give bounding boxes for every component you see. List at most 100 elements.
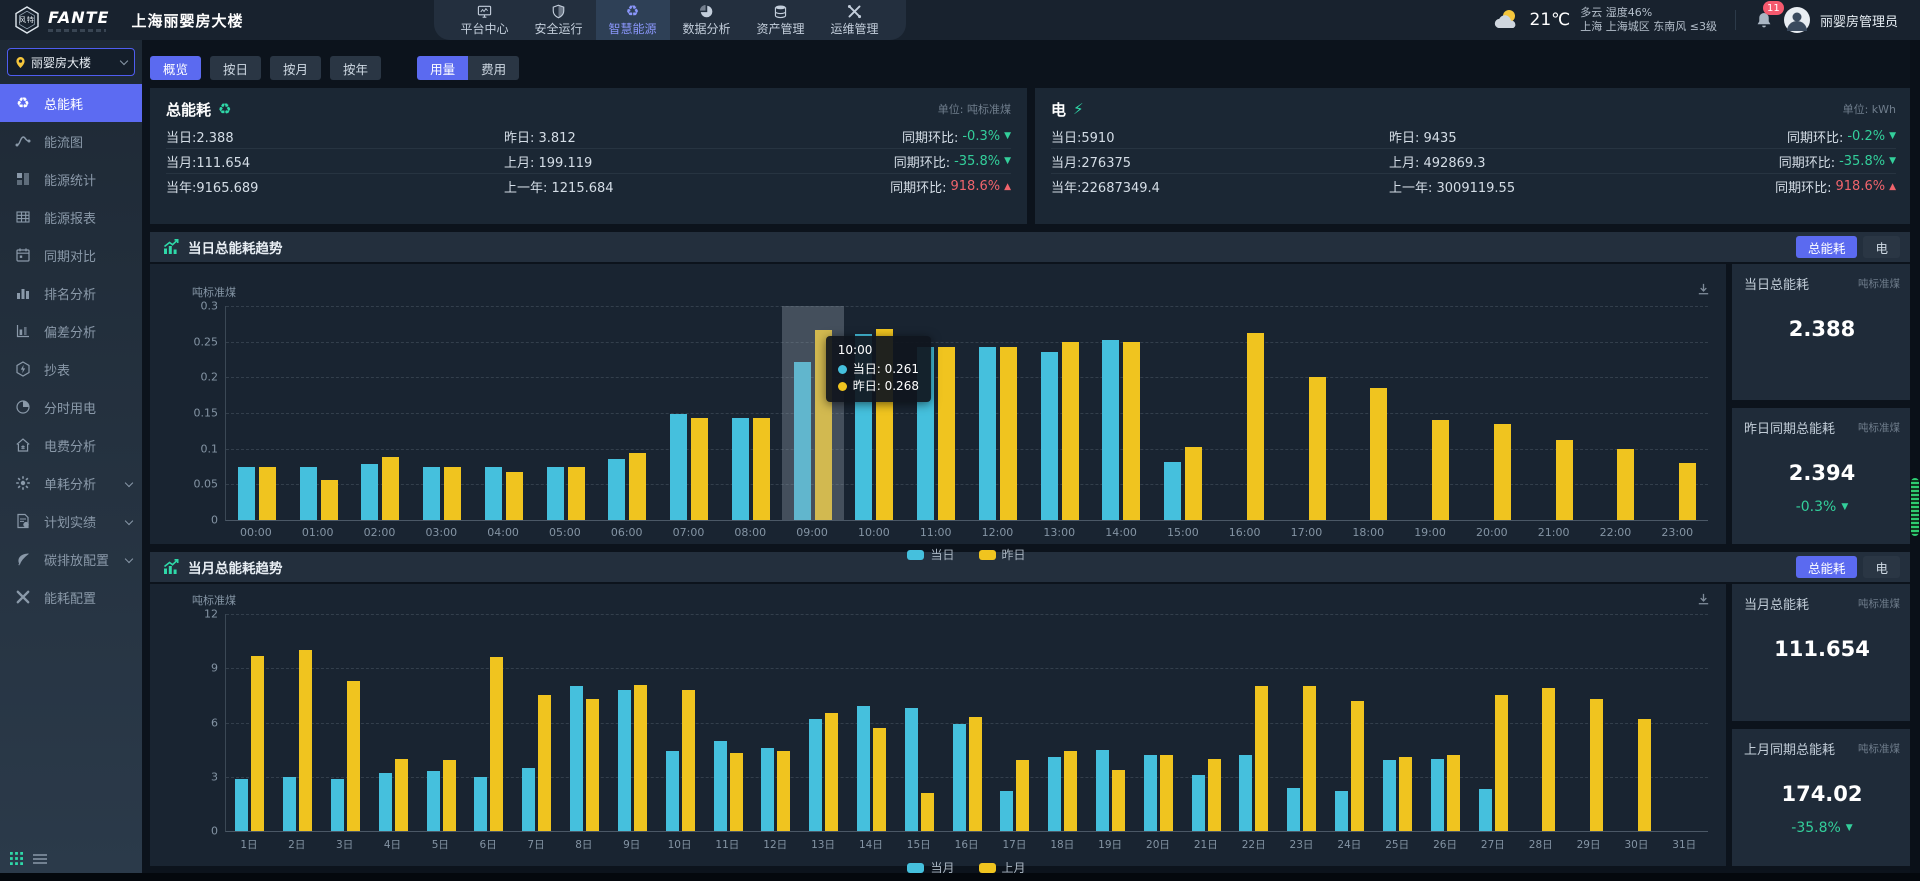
bar-上月-18日[interactable]	[1064, 751, 1078, 831]
sidebar-item-4[interactable]: 同期对比	[0, 236, 142, 274]
bar-当月-9日[interactable]	[617, 689, 631, 831]
tab-period-0[interactable]: 概览	[150, 56, 202, 80]
bar-当月-23日[interactable]	[1287, 787, 1301, 831]
bar-上月-8日[interactable]	[586, 699, 600, 831]
bar-昨日-21:00[interactable]	[1555, 440, 1573, 520]
tab-period-2[interactable]: 按月	[270, 56, 322, 80]
sidebar-item-6[interactable]: 偏差分析	[0, 312, 142, 350]
chart-toggle-0[interactable]: 总能耗	[1795, 556, 1858, 578]
bar-当月-3日[interactable]	[331, 778, 345, 831]
nav-item-5[interactable]: 运维管理	[818, 0, 892, 40]
sidebar-item-5[interactable]: 排名分析	[0, 274, 142, 312]
nav-item-4[interactable]: 资产管理	[744, 0, 818, 40]
nav-item-2[interactable]: ♻ 智慧能源	[595, 0, 670, 40]
bar-昨日-02:00[interactable]	[382, 456, 400, 520]
notifications-button[interactable]: 11	[1754, 1, 1784, 30]
download-icon[interactable]	[1696, 282, 1712, 298]
bar-昨日-12:00[interactable]	[999, 346, 1017, 520]
bar-上月-19日[interactable]	[1112, 769, 1126, 831]
chart-toggle-1[interactable]: 电	[1863, 556, 1900, 578]
bar-当月-18日[interactable]	[1048, 756, 1062, 831]
bar-当日-04:00[interactable]	[484, 466, 502, 520]
bar-当日-09:00[interactable]	[793, 361, 811, 520]
bar-当月-19日[interactable]	[1096, 749, 1110, 831]
bar-当月-12日[interactable]	[761, 747, 775, 831]
nav-item-3[interactable]: 数据分析	[670, 0, 744, 40]
bar-上月-6日[interactable]	[490, 657, 504, 831]
tab-mode-1[interactable]: 费用	[468, 56, 520, 80]
scrollbar-track[interactable]	[1910, 40, 1920, 873]
chart-toggle-0[interactable]: 总能耗	[1795, 236, 1858, 258]
bar-当月-24日[interactable]	[1335, 791, 1349, 831]
bar-上月-25日[interactable]	[1398, 756, 1412, 831]
bar-昨日-06:00[interactable]	[629, 452, 647, 520]
bar-昨日-20:00[interactable]	[1493, 423, 1511, 520]
avatar[interactable]	[1783, 7, 1810, 33]
bar-当日-06:00[interactable]	[608, 458, 626, 520]
scrollbar-thumb[interactable]	[1911, 478, 1919, 536]
bar-上月-3日[interactable]	[347, 680, 361, 831]
sidebar-item-13[interactable]: 能耗配置	[0, 578, 142, 616]
bar-昨日-17:00[interactable]	[1308, 377, 1326, 520]
bar-昨日-04:00[interactable]	[505, 471, 523, 520]
tab-mode-0[interactable]: 用量	[417, 56, 469, 80]
nav-item-0[interactable]: 平台中心	[448, 0, 522, 40]
sidebar-item-11[interactable]: 计划实绩	[0, 502, 142, 540]
bar-当月-17日[interactable]	[1000, 791, 1014, 831]
list-icon[interactable]	[33, 853, 47, 865]
sidebar-item-8[interactable]: 分时用电	[0, 388, 142, 426]
bar-当月-11日[interactable]	[713, 740, 727, 831]
sidebar-item-2[interactable]: 能源统计	[0, 160, 142, 198]
bar-上月-28日[interactable]	[1542, 688, 1556, 831]
bar-昨日-05:00[interactable]	[567, 466, 585, 520]
bar-上月-13日[interactable]	[825, 713, 839, 831]
bar-昨日-22:00[interactable]	[1617, 448, 1635, 520]
bar-上月-21日[interactable]	[1207, 758, 1221, 831]
bar-当月-10日[interactable]	[665, 751, 679, 831]
legend-item-当月[interactable]: 当月	[907, 859, 955, 876]
bar-上月-12日[interactable]	[777, 751, 791, 831]
bar-上月-11日[interactable]	[729, 753, 743, 831]
bar-当月-1日[interactable]	[235, 778, 249, 831]
bar-昨日-19:00[interactable]	[1432, 420, 1450, 520]
sidebar-item-9[interactable]: 电费分析	[0, 426, 142, 464]
bar-昨日-01:00[interactable]	[320, 480, 338, 520]
bar-当月-16日[interactable]	[952, 724, 966, 831]
chart-toggle-1[interactable]: 电	[1863, 236, 1900, 258]
bar-当日-13:00[interactable]	[1040, 352, 1058, 520]
bar-上月-15日[interactable]	[920, 793, 934, 831]
bar-当月-15日[interactable]	[904, 708, 918, 831]
bar-当日-00:00[interactable]	[237, 466, 255, 520]
legend-item-上月[interactable]: 上月	[978, 859, 1026, 876]
bar-昨日-18:00[interactable]	[1370, 388, 1388, 520]
bar-上月-29日[interactable]	[1590, 699, 1604, 831]
sidebar-item-12[interactable]: 碳排放配置	[0, 540, 142, 578]
bar-上月-20日[interactable]	[1159, 755, 1173, 831]
nav-item-1[interactable]: 安全运行	[522, 0, 596, 40]
legend-item-当日[interactable]: 当日	[907, 546, 955, 563]
bar-昨日-07:00[interactable]	[691, 418, 709, 520]
bar-上月-26日[interactable]	[1446, 755, 1460, 831]
sidebar-item-1[interactable]: 能流图	[0, 122, 142, 160]
bar-当月-7日[interactable]	[522, 767, 536, 831]
bar-当月-6日[interactable]	[474, 776, 488, 831]
bar-上月-1日[interactable]	[251, 655, 265, 831]
bar-上月-16日[interactable]	[968, 717, 982, 831]
bar-当月-4日[interactable]	[378, 773, 392, 831]
bar-上月-30日[interactable]	[1637, 718, 1651, 831]
tab-period-3[interactable]: 按年	[330, 56, 382, 80]
bar-昨日-11:00[interactable]	[938, 346, 956, 520]
bar-当月-5日[interactable]	[426, 771, 440, 831]
bar-上月-24日[interactable]	[1351, 700, 1365, 831]
bar-上月-23日[interactable]	[1303, 686, 1317, 831]
bar-当月-13日[interactable]	[809, 718, 823, 831]
bar-当月-8日[interactable]	[570, 686, 584, 831]
bar-上月-5日[interactable]	[442, 760, 456, 831]
sidebar-item-3[interactable]: 能源报表	[0, 198, 142, 236]
tab-period-1[interactable]: 按日	[210, 56, 262, 80]
legend-item-昨日[interactable]: 昨日	[978, 546, 1026, 563]
bar-当月-20日[interactable]	[1143, 755, 1157, 831]
bar-当月-2日[interactable]	[283, 776, 297, 831]
bar-上月-9日[interactable]	[633, 684, 647, 831]
sidebar-item-7[interactable]: 抄表	[0, 350, 142, 388]
